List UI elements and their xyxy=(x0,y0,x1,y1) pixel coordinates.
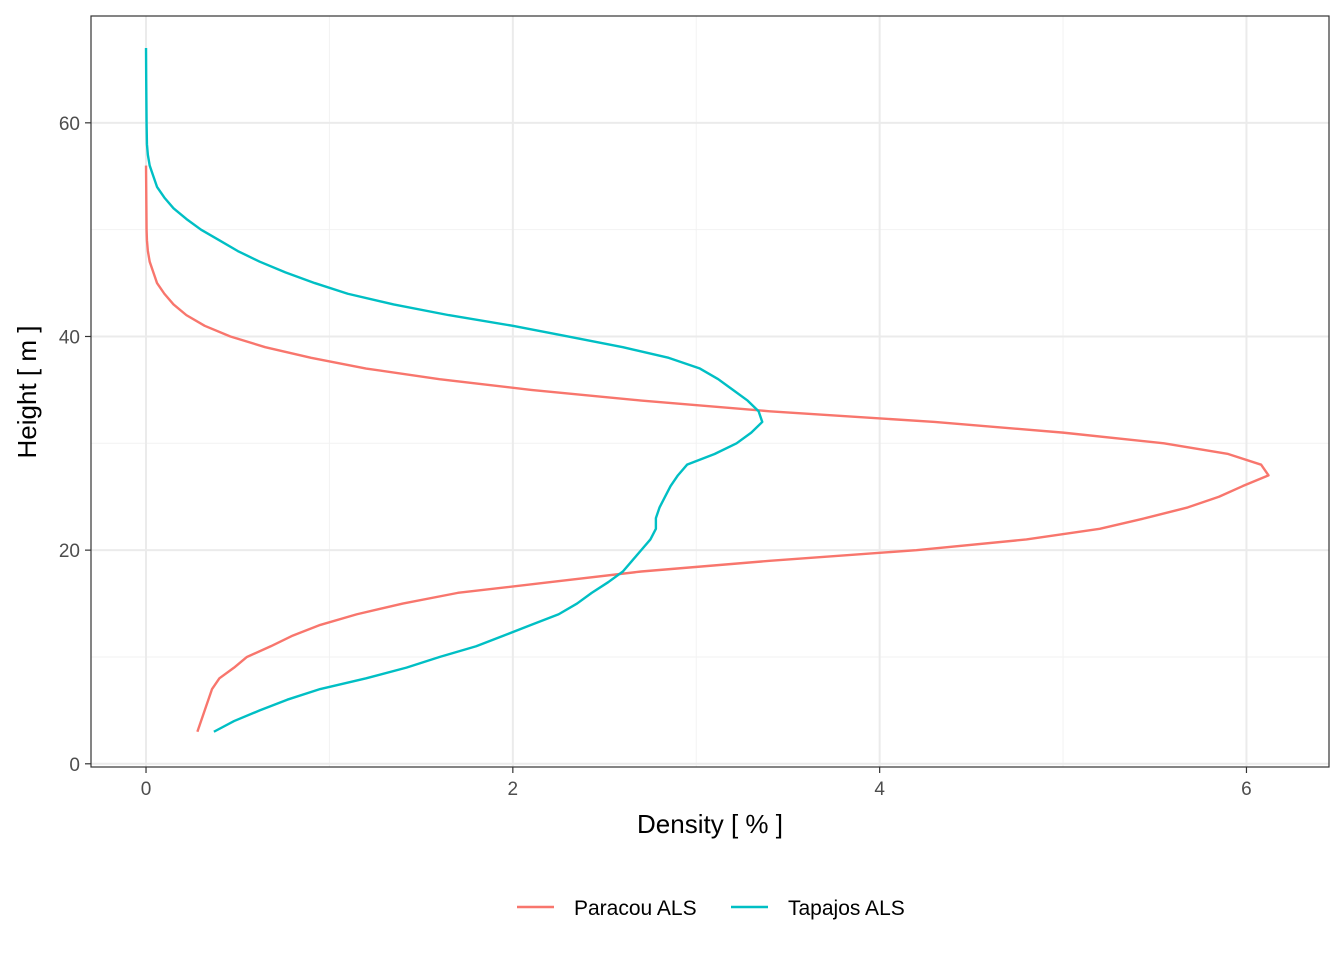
series-line-paracou-als xyxy=(144,165,1270,733)
plot-panel xyxy=(91,16,1329,767)
x-axis-title: Density [ % ] xyxy=(637,809,783,839)
plot-panel-border xyxy=(90,15,1330,768)
legend-label-paracou: Paracou ALS xyxy=(574,897,697,920)
y-axis-title: Height [ m ] xyxy=(12,326,42,459)
legend-label-tapajos: Tapajos ALS xyxy=(788,897,905,920)
legend: Paracou ALS Tapajos ALS xyxy=(517,897,905,920)
x-tick-label: 4 xyxy=(874,779,885,800)
y-tick-label: 20 xyxy=(59,541,80,562)
x-tick-label: 6 xyxy=(1241,779,1252,800)
series-layer xyxy=(144,48,1270,733)
y-axis-ticks: 0 20 40 60 xyxy=(59,114,91,776)
minor-gridlines xyxy=(91,16,1329,767)
x-tick-label: 2 xyxy=(508,779,519,800)
series-line-tapajos-als xyxy=(144,48,764,733)
x-axis-ticks: 0 2 4 6 xyxy=(141,767,1252,800)
y-tick-label: 0 xyxy=(69,755,80,776)
x-tick-label: 0 xyxy=(141,779,152,800)
y-tick-label: 60 xyxy=(59,114,80,135)
major-gridlines xyxy=(91,16,1329,767)
y-tick-label: 40 xyxy=(59,327,80,348)
